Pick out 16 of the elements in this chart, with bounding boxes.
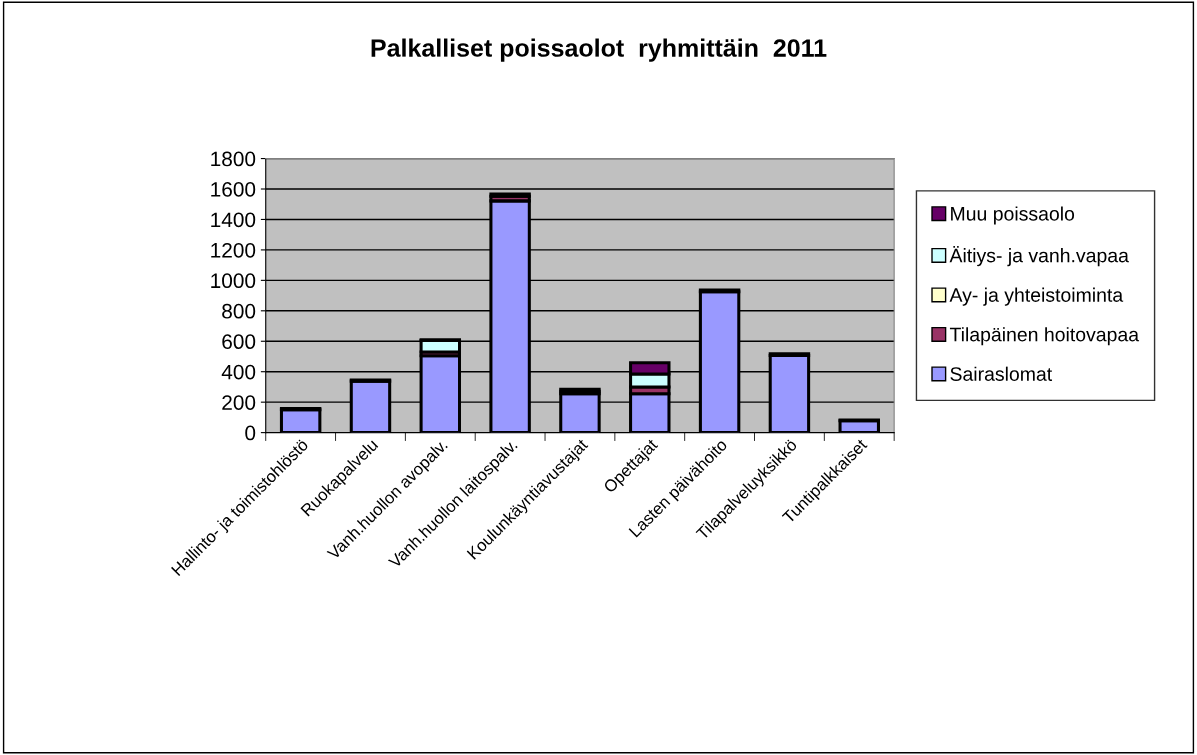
y-tick-label: 1600 xyxy=(211,182,256,197)
y-tick-label: 1200 xyxy=(211,242,256,258)
legend-label: Tilapäinen hoitovapaa xyxy=(949,327,1140,346)
y-tick-label: 0 xyxy=(245,425,256,441)
y-tick-label: 1000 xyxy=(211,273,256,289)
chart-title: Palkalliset poissaolot ryhmittäin 2011 xyxy=(371,38,827,62)
y-tick-label: 200 xyxy=(222,395,256,410)
legend-label: Sairaslomat xyxy=(950,366,1053,381)
y-tick-label: 1400 xyxy=(211,212,256,228)
legend-label: Muu poissaolo xyxy=(951,206,1075,225)
y-tick-label: 1800 xyxy=(211,151,256,167)
y-tick-label: 600 xyxy=(222,334,256,350)
y-tick-label: 400 xyxy=(221,364,256,380)
legend-label: Äitiys- ja vanh.vapaa xyxy=(949,245,1129,267)
y-tick-label: 800 xyxy=(222,303,256,319)
legend-label: Ay- ja yhteistoiminta xyxy=(949,287,1124,306)
